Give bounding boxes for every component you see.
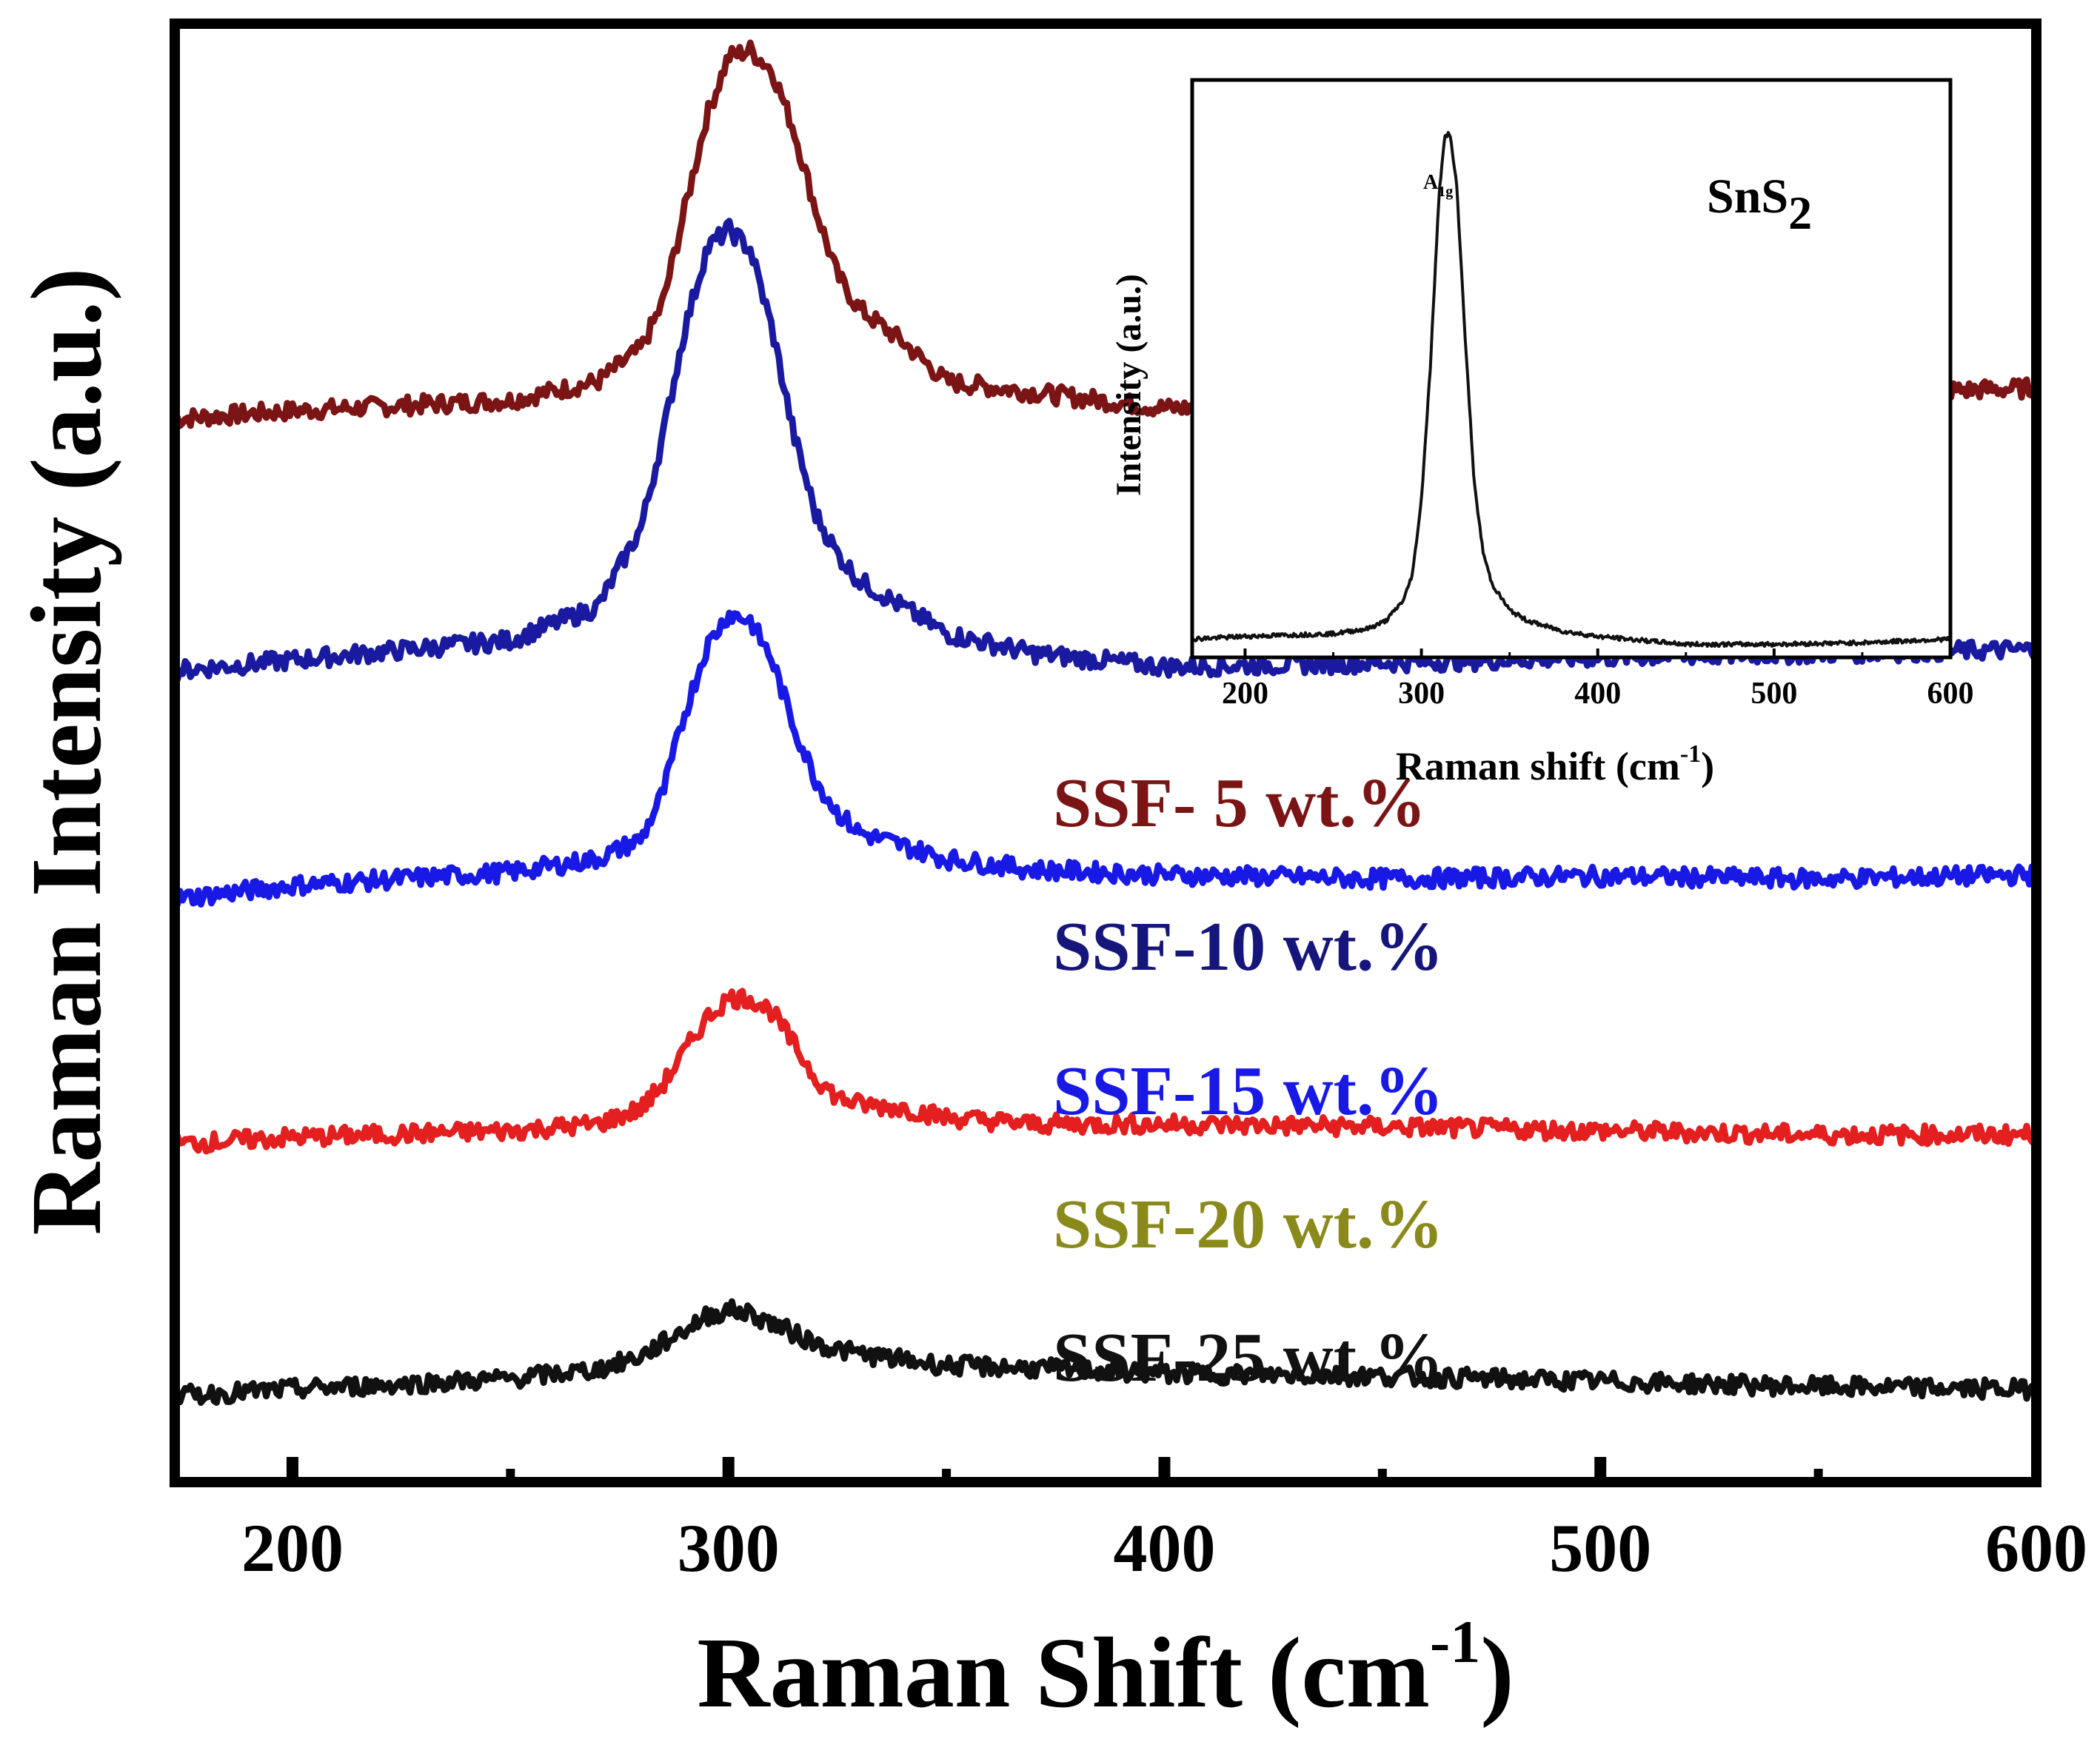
inset-series-line-sns2 <box>1191 130 1951 649</box>
inset-peak-annotation: A1g <box>1423 171 1453 200</box>
inset-x-axis-label-suffix: ) <box>1701 744 1714 788</box>
main-ticks-group: 200 300 400 500 600 <box>241 1457 2087 1586</box>
main-x-axis-label-sup: -1 <box>1430 1608 1480 1675</box>
inset-x-axis-label-sup: -1 <box>1680 740 1701 768</box>
inset-peak-annotation-sub: 1g <box>1438 184 1453 200</box>
main-x-tick-label-600: 600 <box>1985 1510 2087 1586</box>
main-x-tick-label-400: 400 <box>1113 1510 1215 1586</box>
main-x-axis-label: Raman Shift (cm-1) <box>697 1608 1514 1729</box>
inset-x-tick-label-200: 200 <box>1222 677 1268 711</box>
inset-title: SnS2 <box>1707 170 1812 239</box>
inset-x-tick-label-500: 500 <box>1750 677 1797 711</box>
series-label-ssf-25-wt: SSF-25 wt.% <box>1053 1319 1443 1396</box>
series-label-ssf-5-wt: SSF- 5 wt.% <box>1053 765 1426 842</box>
inset-title-sub: 2 <box>1788 187 1812 239</box>
main-x-axis-label-suffix: ) <box>1480 1618 1514 1729</box>
series-line-ssf-25-wt <box>171 1298 2039 1406</box>
main-x-tick-label-200: 200 <box>241 1510 344 1586</box>
series-line-ssf-15-wt <box>171 609 2039 908</box>
inset-x-tick-label-300: 300 <box>1398 677 1445 711</box>
inset-x-axis-label-text: Raman shift (cm <box>1396 744 1680 788</box>
main-x-tick-label-300: 300 <box>678 1510 780 1586</box>
inset-y-axis-label: Intensity (a.u.) <box>1109 274 1148 496</box>
main-x-tick-label-500: 500 <box>1549 1510 1651 1586</box>
series-line-ssf-20-wt <box>171 988 2039 1155</box>
main-plot-frame <box>170 19 2042 1487</box>
series-labels-group: SSF- 5 wt.% SSF-10 wt.% SSF-15 wt.% SSF-20 … <box>1053 765 1443 1396</box>
series-label-ssf-20-wt: SSF-20 wt.% <box>1053 1186 1443 1263</box>
series-label-ssf-10-wt: SSF-10 wt.% <box>1053 908 1443 985</box>
series-label-ssf-15-wt: SSF-15 wt.% <box>1053 1053 1443 1130</box>
inset-x-tick-label-600: 600 <box>1927 677 1974 711</box>
main-y-axis-label: Raman Intensity (a.u.) <box>11 267 122 1235</box>
main-x-axis-label-text: Raman Shift (cm <box>697 1618 1430 1729</box>
inset-x-axis-label: Raman shift (cm-1) <box>1396 740 1714 788</box>
inset-peak-annotation-text: A <box>1423 171 1439 194</box>
inset-x-tick-label-400: 400 <box>1574 677 1621 711</box>
inset-background <box>1192 80 1950 657</box>
inset-ticks-group: 200 300 400 500 600 <box>1222 649 1974 711</box>
inset-title-text: SnS <box>1707 170 1788 224</box>
inset-series-group <box>1191 130 1951 649</box>
inset-plot-frame <box>1190 78 1953 660</box>
